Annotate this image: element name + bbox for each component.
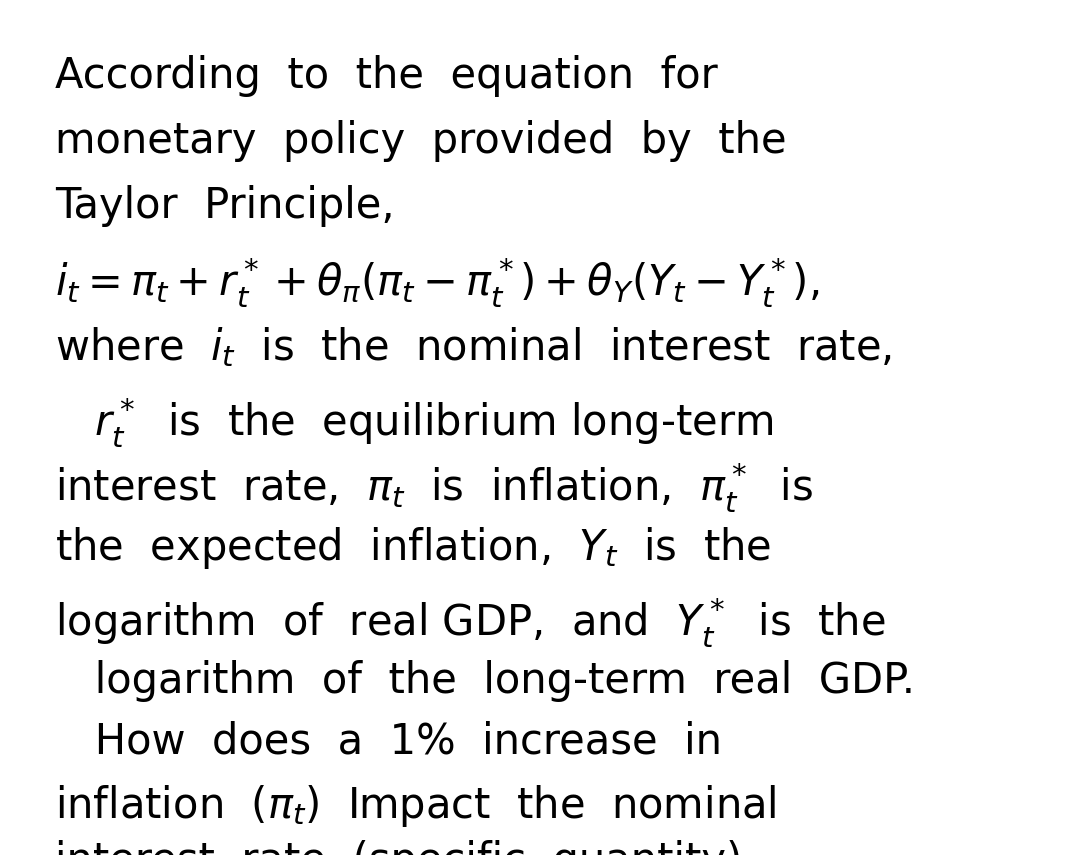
Text: According  to  the  equation  for: According to the equation for bbox=[55, 55, 718, 97]
Text: where  $i_t$  is  the  nominal  interest  rate,: where $i_t$ is the nominal interest rate… bbox=[55, 325, 892, 369]
Text: Taylor  Principle,: Taylor Principle, bbox=[55, 185, 394, 227]
Text: inflation  $(\pi_t)$  Impact  the  nominal: inflation $(\pi_t)$ Impact the nominal bbox=[55, 783, 777, 829]
Text: interest  rate,  $\pi_t$  is  inflation,  $\pi_t^*$  is: interest rate, $\pi_t$ is inflation, $\p… bbox=[55, 460, 813, 514]
Text: logarithm  of  the  long-term  real  GDP.: logarithm of the long-term real GDP. bbox=[55, 660, 915, 702]
Text: $i_t = \pi_t + r_t^* + \theta_{\pi}(\pi_t - \pi_t^*) + \theta_Y(Y_t - Y_t^*),$: $i_t = \pi_t + r_t^* + \theta_{\pi}(\pi_… bbox=[55, 255, 820, 309]
Text: interest  rate  (specific  quantity): interest rate (specific quantity) bbox=[55, 840, 742, 855]
Text: the  expected  inflation,  $Y_t$  is  the: the expected inflation, $Y_t$ is the bbox=[55, 525, 771, 571]
Text: monetary  policy  provided  by  the: monetary policy provided by the bbox=[55, 120, 786, 162]
Text: $r_t^*$  is  the  equilibrium long-term: $r_t^*$ is the equilibrium long-term bbox=[55, 395, 773, 449]
Text: How  does  a  1%  increase  in: How does a 1% increase in bbox=[55, 720, 723, 762]
Text: logarithm  of  real GDP,  and  $Y_t^*$  is  the: logarithm of real GDP, and $Y_t^*$ is th… bbox=[55, 595, 886, 649]
